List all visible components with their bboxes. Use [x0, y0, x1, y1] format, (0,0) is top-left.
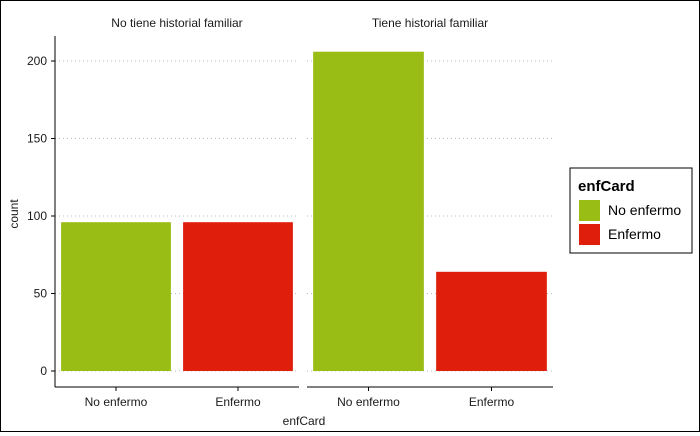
- facet-panel: Tiene historial familiar No enfermo Enferm…: [307, 16, 553, 409]
- y-axis: 0 50 100 150 200: [27, 36, 56, 387]
- legend-title: enfCard: [578, 178, 635, 195]
- x-axis-title: enfCard: [283, 414, 326, 428]
- facet-panels: No tiene historial familiar No enfermo Enf…: [55, 16, 553, 409]
- bar: [436, 271, 547, 371]
- legend-label: No enfermo: [608, 202, 681, 218]
- legend-label: Enfermo: [608, 226, 661, 242]
- y-tick-label: 100: [27, 209, 47, 223]
- facet-label: No tiene historial familiar: [111, 16, 242, 30]
- legend-swatch: [579, 224, 600, 245]
- y-axis-title: count: [7, 199, 21, 229]
- x-tick-label: Enfermo: [215, 395, 261, 409]
- bar: [313, 51, 424, 371]
- y-tick-label: 0: [40, 364, 47, 378]
- legend: enfCard No enfermo Enfermo: [569, 167, 693, 254]
- x-tick-label: No enfermo: [85, 395, 148, 409]
- x-tick-label: Enfermo: [469, 395, 515, 409]
- legend-swatch: [579, 200, 600, 221]
- x-tick-label: No enfermo: [337, 395, 400, 409]
- y-tick-label: 200: [27, 54, 47, 68]
- bar: [183, 222, 293, 371]
- y-tick-label: 150: [27, 132, 47, 146]
- facet-label: Tiene historial familiar: [372, 16, 488, 30]
- y-tick-label: 50: [34, 287, 48, 301]
- bar: [61, 222, 171, 371]
- legend-items: No enfermo Enfermo: [579, 200, 681, 245]
- facet-panel: No tiene historial familiar No enfermo Enf…: [55, 16, 299, 409]
